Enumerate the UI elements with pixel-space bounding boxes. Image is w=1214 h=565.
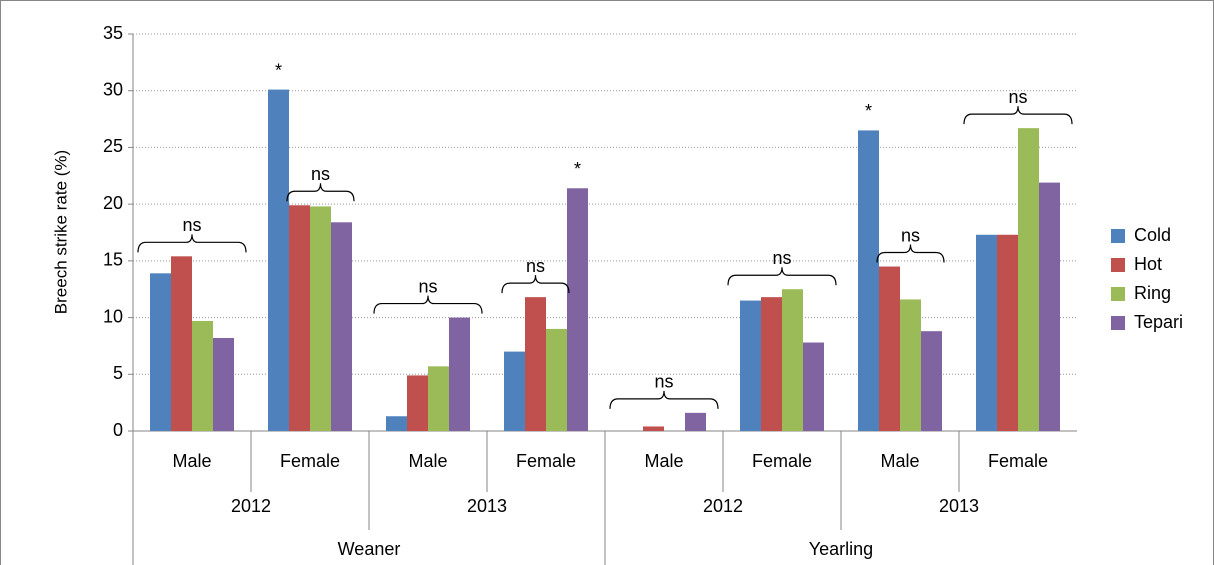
- bar: [546, 328, 567, 431]
- ns-label: ns: [901, 225, 920, 245]
- y-tick-label: 30: [103, 79, 123, 99]
- x-tick-label: Male: [880, 451, 919, 471]
- bar: [407, 375, 428, 431]
- bar: [567, 188, 588, 431]
- ns-label: ns: [182, 215, 201, 235]
- bar: [268, 89, 289, 431]
- bar: [213, 337, 234, 431]
- y-tick-label: 25: [103, 136, 123, 156]
- bar: [504, 351, 525, 431]
- legend-label: Tepari: [1134, 312, 1183, 332]
- bar: [192, 320, 213, 431]
- ns-label: ns: [772, 248, 791, 268]
- ns-label: ns: [1008, 87, 1027, 107]
- bar: [879, 266, 900, 431]
- legend-swatch: [1111, 229, 1125, 243]
- bar: [976, 234, 997, 431]
- x-tick-label: Male: [172, 451, 211, 471]
- bar: [150, 273, 171, 431]
- age-label: Yearling: [809, 539, 873, 559]
- bracket: [727, 267, 837, 286]
- bar: [171, 256, 192, 431]
- ns-label: ns: [526, 256, 545, 276]
- bar: [289, 205, 310, 431]
- y-tick-label: 5: [113, 363, 123, 383]
- legend-swatch: [1111, 316, 1125, 330]
- significance-star: *: [275, 60, 282, 80]
- year-label: 2012: [703, 496, 743, 516]
- legend-swatch: [1111, 258, 1125, 272]
- legend-label: Hot: [1134, 254, 1162, 274]
- bar: [740, 300, 761, 431]
- legend-swatch: [1111, 287, 1125, 301]
- significance-star: *: [574, 159, 581, 179]
- bar: [685, 412, 706, 431]
- y-tick-label: 20: [103, 193, 123, 213]
- bar: [643, 426, 664, 431]
- bar: [921, 331, 942, 431]
- age-label: Weaner: [338, 539, 401, 559]
- bracket: [876, 244, 945, 263]
- bar: [997, 234, 1018, 431]
- y-tick-label: 0: [113, 420, 123, 440]
- y-tick-label: 35: [103, 23, 123, 43]
- y-axis-label: Breech strike rate (%): [51, 150, 70, 314]
- bracket: [137, 234, 247, 253]
- ns-label: ns: [654, 372, 673, 392]
- ns-label: ns: [418, 276, 437, 296]
- significance-star: *: [865, 101, 872, 121]
- legend-label: Cold: [1134, 225, 1171, 245]
- x-tick-label: Female: [988, 451, 1048, 471]
- x-tick-label: Female: [752, 451, 812, 471]
- bar: [1039, 182, 1060, 431]
- bracket: [963, 106, 1073, 125]
- year-label: 2012: [231, 496, 271, 516]
- bar: [858, 130, 879, 431]
- legend-label: Ring: [1134, 283, 1171, 303]
- y-tick-label: 15: [103, 250, 123, 270]
- bar: [803, 342, 824, 431]
- bar: [449, 317, 470, 431]
- bar: [1018, 128, 1039, 431]
- bracket: [373, 295, 483, 314]
- year-label: 2013: [939, 496, 979, 516]
- bar: [310, 206, 331, 431]
- bar: [782, 289, 803, 431]
- ns-label: ns: [311, 164, 330, 184]
- x-tick-label: Female: [280, 451, 340, 471]
- y-tick-label: 10: [103, 306, 123, 326]
- bracket: [609, 390, 719, 409]
- bar: [331, 222, 352, 431]
- bar: [386, 416, 407, 431]
- bar: [900, 299, 921, 431]
- bar: [428, 366, 449, 431]
- bracket: [286, 183, 355, 202]
- bar: [525, 297, 546, 431]
- x-tick-label: Female: [516, 451, 576, 471]
- bracket: [501, 275, 570, 294]
- x-tick-label: Male: [644, 451, 683, 471]
- year-label: 2013: [467, 496, 507, 516]
- bar: [761, 297, 782, 431]
- x-tick-label: Male: [408, 451, 447, 471]
